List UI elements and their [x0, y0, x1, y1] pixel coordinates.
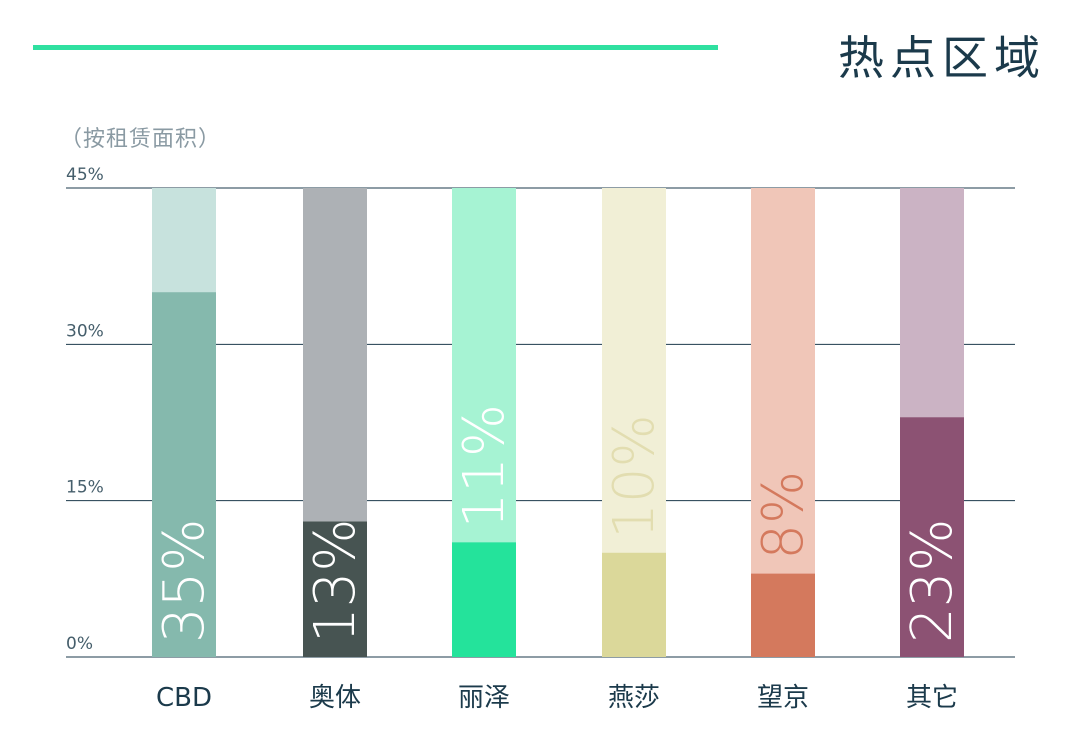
bar	[900, 417, 964, 657]
bar	[152, 292, 216, 657]
bar-value-label: 23%	[900, 519, 965, 643]
bar	[452, 542, 516, 657]
x-category-label: 望京	[757, 683, 809, 713]
y-tick-label: 15%	[66, 478, 104, 498]
bar-value-label: 8%	[751, 471, 816, 560]
x-category-label: 其它	[906, 683, 958, 713]
bar-value-label: 13%	[303, 519, 368, 643]
chart-subtitle: （按租赁面积）	[60, 127, 222, 152]
y-tick-label: 45%	[66, 165, 104, 185]
y-tick-label: 0%	[66, 634, 93, 654]
x-category-label: 丽泽	[458, 683, 510, 713]
bar	[303, 521, 367, 657]
page-title: 热点区域	[838, 31, 1046, 85]
x-category-label: 奥体	[309, 683, 361, 713]
accent-line	[33, 45, 718, 50]
bar-value-label: 11%	[452, 404, 517, 528]
y-tick-label: 30%	[66, 321, 104, 341]
bar	[602, 552, 666, 657]
x-category-label: 燕莎	[608, 683, 660, 713]
bar	[751, 573, 815, 657]
bar-value-label: 35%	[152, 519, 217, 643]
x-category-label: CBD	[156, 683, 212, 713]
bar-value-label: 10%	[602, 414, 667, 538]
